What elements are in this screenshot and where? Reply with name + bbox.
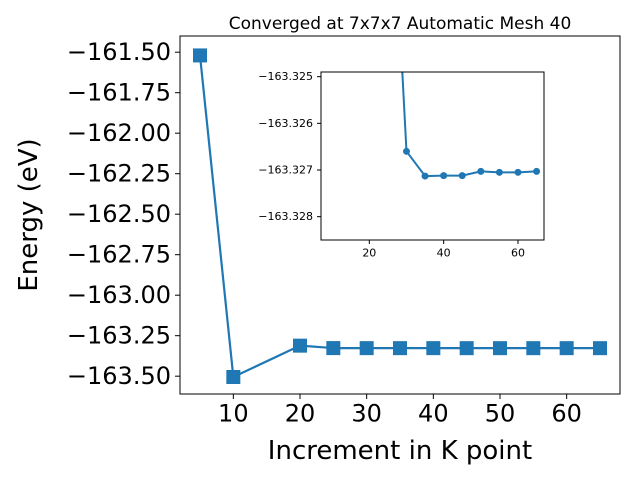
main-y-tick-label: −162.25 bbox=[67, 160, 171, 188]
inset-y-tick-label: −163.325 bbox=[258, 70, 313, 83]
inset-axes: −163.328 −163.327 −163.326 −163.325 20 40 60 bbox=[258, 70, 545, 260]
inset-data-point bbox=[533, 167, 541, 175]
main-data-point bbox=[226, 369, 241, 384]
main-data-point bbox=[493, 341, 507, 356]
main-data-point bbox=[193, 48, 207, 63]
inset-data-point bbox=[421, 172, 429, 180]
main-y-tick-label: −161.50 bbox=[67, 38, 171, 66]
main-y-tick-label: −161.75 bbox=[67, 79, 171, 107]
main-y-tick-label: −163.25 bbox=[67, 322, 171, 350]
inset-y-ticks: −163.328 −163.327 −163.326 −163.325 bbox=[258, 70, 321, 223]
main-y-tick-label: −163.00 bbox=[67, 281, 171, 309]
main-axes: Converged at 7x7x7 Automatic Mesh 40 −16… bbox=[14, 14, 621, 466]
y-axis-label: Energy (eV) bbox=[14, 138, 44, 291]
main-y-tick-label: −162.75 bbox=[67, 241, 171, 269]
inset-y-tick-label: −163.328 bbox=[258, 210, 313, 223]
main-x-tick-label: 20 bbox=[285, 400, 316, 428]
inset-data-point bbox=[477, 167, 485, 175]
main-data-point bbox=[526, 341, 541, 356]
inset-data-point bbox=[440, 172, 448, 180]
inset-x-ticks: 20 40 60 bbox=[362, 240, 525, 260]
main-data-point bbox=[426, 341, 441, 356]
main-data-point bbox=[293, 338, 307, 353]
inset-x-tick-label: 40 bbox=[437, 247, 451, 260]
main-y-tick-label: −162.50 bbox=[67, 200, 171, 228]
main-x-tick-label: 10 bbox=[218, 400, 249, 428]
x-axis-label: Increment in K point bbox=[268, 436, 532, 466]
inset-data-point bbox=[514, 168, 522, 176]
main-plot-area bbox=[193, 48, 607, 384]
inset-plot-area bbox=[401, 72, 541, 180]
main-data-point bbox=[326, 341, 341, 356]
main-axes-frame bbox=[179, 35, 621, 395]
inset-y-tick-label: −163.326 bbox=[258, 117, 313, 130]
main-y-tick-label: −162.00 bbox=[67, 119, 171, 147]
main-y-ticks: −161.50 −161.75 −162.00 −162.25 −162.50 −162.… bbox=[67, 38, 180, 390]
inset-x-tick-label: 20 bbox=[362, 247, 376, 260]
inset-data-point bbox=[402, 147, 410, 155]
main-x-ticks: 10 20 30 40 50 60 bbox=[218, 394, 582, 428]
main-data-point bbox=[393, 341, 407, 356]
inset-data-point bbox=[458, 172, 466, 180]
main-x-tick-label: 30 bbox=[351, 400, 382, 428]
inset-y-tick-label: −163.327 bbox=[258, 164, 313, 177]
main-x-tick-label: 50 bbox=[485, 400, 516, 428]
inset-data-point bbox=[495, 168, 503, 176]
inset-axes-frame bbox=[320, 71, 545, 241]
main-data-point bbox=[593, 341, 607, 356]
main-data-point bbox=[359, 341, 374, 356]
main-y-tick-label: −163.50 bbox=[67, 362, 171, 390]
main-x-tick-label: 60 bbox=[551, 400, 582, 428]
main-x-tick-label: 40 bbox=[418, 400, 449, 428]
main-data-point bbox=[459, 341, 474, 356]
inset-x-tick-label: 60 bbox=[511, 247, 525, 260]
main-data-point bbox=[559, 341, 574, 356]
chart-title: Converged at 7x7x7 Automatic Mesh 40 bbox=[229, 14, 572, 34]
